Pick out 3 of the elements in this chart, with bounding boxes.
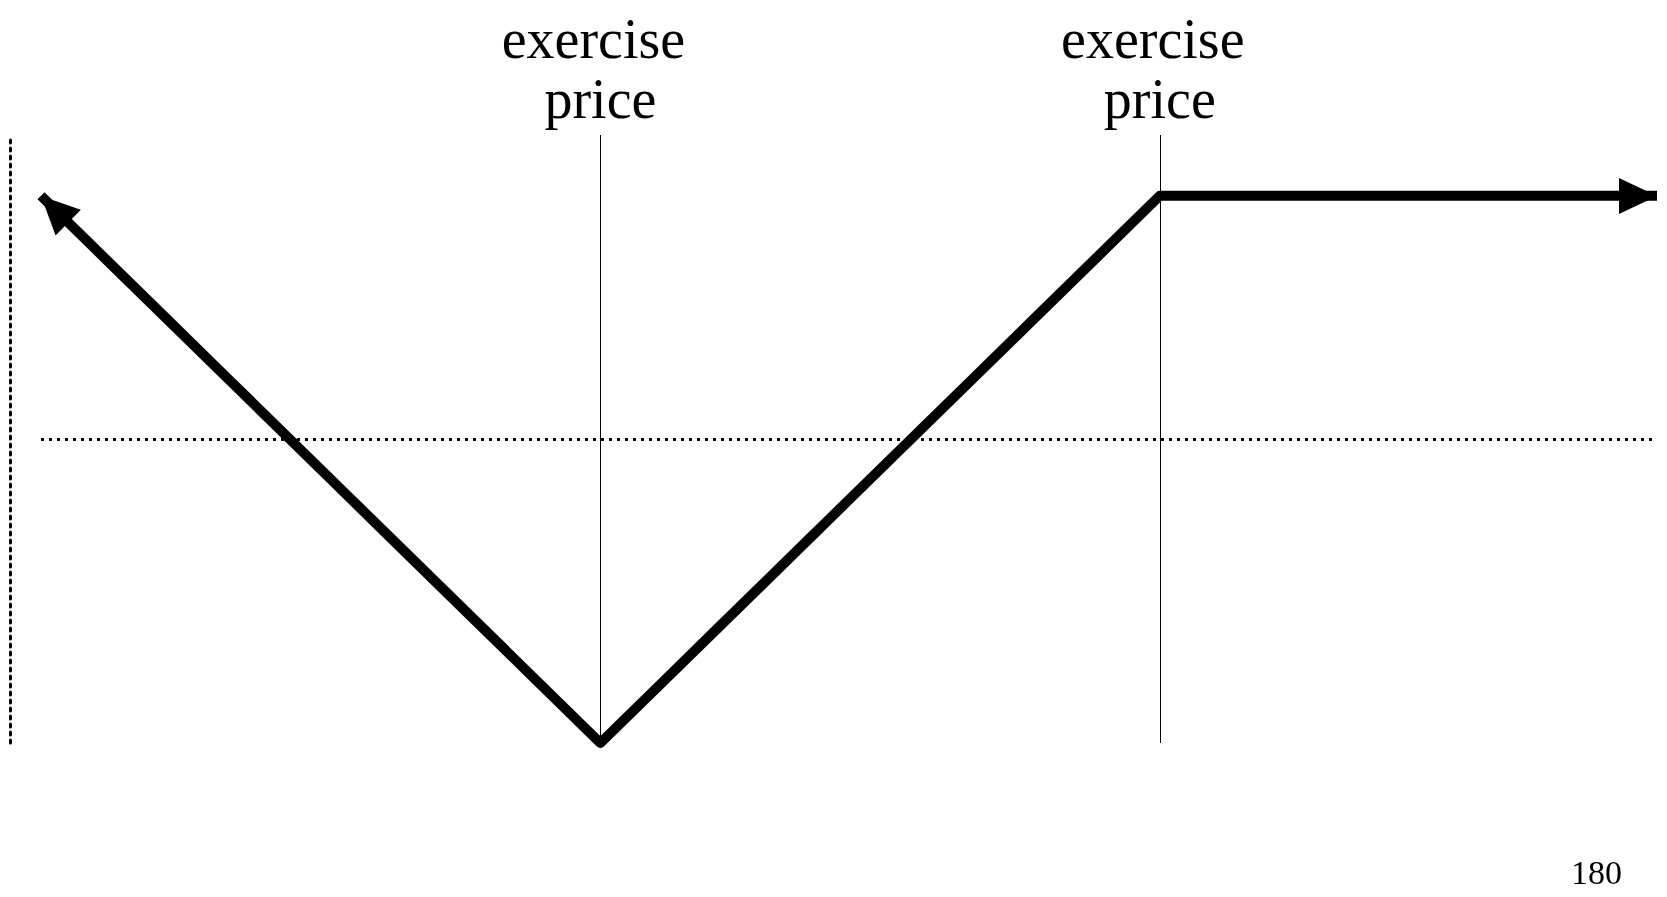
text: 180 — [1571, 853, 1622, 891]
x-tick-label: exercise price — [1061, 8, 1259, 130]
x-tick-label: exercise price — [501, 8, 700, 130]
